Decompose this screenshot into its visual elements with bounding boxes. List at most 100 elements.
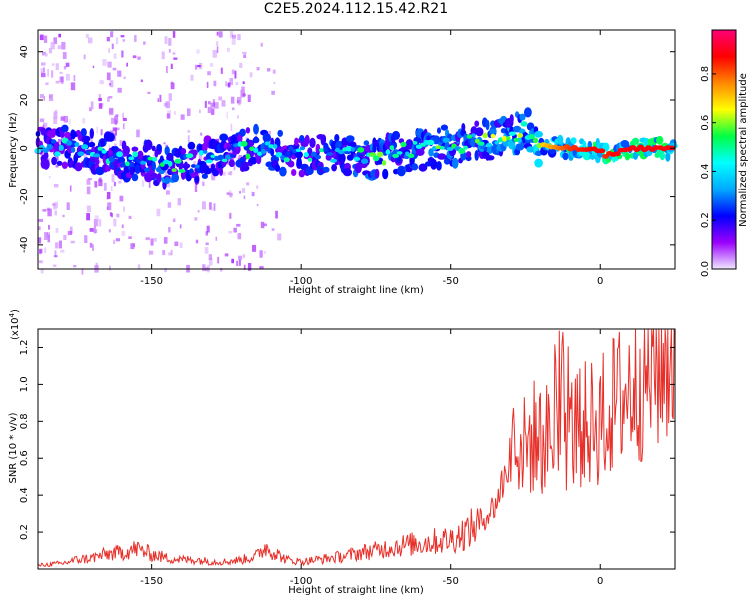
spectrogram-cell: [171, 173, 180, 183]
spectrogram-cell: [195, 164, 200, 169]
spectrogram-cell: [458, 148, 466, 154]
spectrogram-noise-cell: [208, 258, 213, 266]
spectrogram-cell: [357, 147, 365, 153]
spectrogram-noise-cell: [118, 180, 122, 184]
spectrogram-noise-cell: [62, 52, 67, 59]
spectrogram-cell: [279, 166, 287, 177]
spectrogram-noise-cell: [89, 107, 92, 112]
spectrogram-cell: [257, 151, 263, 156]
spectrogram-noise-cell: [108, 144, 111, 152]
spectrogram-cell: [320, 134, 326, 146]
spectrogram-cell: [296, 157, 302, 167]
spectrogram-cell: [412, 141, 418, 145]
spectrogram-cell: [299, 135, 305, 142]
spectrogram-cell: [446, 147, 454, 151]
spectrogram-cell: [428, 148, 434, 157]
spectrogram-noise-cell: [232, 107, 235, 111]
spectrogram-noise-cell: [240, 89, 245, 98]
spectrogram-cell: [430, 158, 438, 170]
spectrogram-noise-cell: [153, 238, 157, 242]
spectrogram-noise-cell: [187, 130, 191, 133]
spectrogram-noise-cell: [199, 109, 201, 114]
spectrogram-noise-cell: [259, 250, 263, 258]
spectrogram-cell: [54, 151, 61, 157]
spectrogram-cell: [368, 152, 377, 157]
spectrogram-cell: [338, 152, 346, 164]
spectrogram-noise-cell: [49, 94, 54, 101]
spectrogram-noise-cell: [38, 218, 43, 222]
spectrogram-cell: [548, 148, 556, 155]
spectrogram-noise-cell: [92, 65, 95, 68]
spectrogram-cell: [178, 169, 186, 173]
spectrogram-noise-cell: [110, 117, 116, 124]
spectrogram-cell: [46, 144, 53, 150]
spectrogram-noise-cell: [143, 41, 146, 45]
spectrogram-noise-cell: [179, 225, 182, 229]
spectrogram-noise-cell: [168, 49, 171, 53]
spectrogram-cell: [240, 161, 250, 167]
spectrogram-noise-cell: [200, 132, 203, 136]
colorbar-tick-label: 0.4: [700, 163, 711, 179]
spectrogram-noise-cell: [94, 215, 99, 220]
spectrogram-noise-cell: [231, 37, 236, 45]
spectrogram-noise-cell: [123, 76, 126, 79]
spectrogram-cell: [80, 128, 87, 137]
spectrogram-noise-cell: [126, 62, 128, 67]
spectrogram-noise-cell: [86, 213, 90, 221]
spectrogram-noise-cell: [204, 100, 207, 108]
spectrogram-noise-cell: [187, 135, 190, 143]
spectrogram-noise-cell: [108, 108, 114, 114]
spectrogram-x-tick-label: -150: [140, 276, 163, 287]
colorbar: 0.0 0.2 0.4 0.6 0.8 Normalized spectral ampl…: [700, 29, 749, 277]
spectrogram-cell: [168, 160, 173, 167]
spectrogram-cell: [299, 146, 306, 151]
spectrogram-noise-cell: [242, 81, 245, 85]
spectrogram-cell: [631, 137, 640, 145]
spectrogram-cell: [294, 137, 299, 146]
spectrogram-noise-cell: [226, 192, 231, 195]
spectrogram-cell: [463, 145, 469, 150]
colorbar-axis: 0.0 0.2 0.4 0.6 0.8: [700, 66, 716, 277]
spectrogram-cell: [292, 148, 298, 154]
spectrogram-noise-cell: [256, 204, 259, 207]
spectrogram-cell: [315, 143, 321, 154]
spectrogram-noise-cell: [83, 152, 88, 158]
spectrogram-cell: [400, 141, 407, 148]
spectrogram-cell: [361, 158, 369, 164]
spectrogram-noise-cell: [108, 96, 113, 99]
spectrogram-noise-cell: [93, 229, 98, 233]
spectrogram-cell: [343, 168, 352, 177]
spectrogram-noise-cell: [117, 87, 122, 93]
spectrogram-noise-cell: [161, 51, 165, 60]
spectrogram-noise-cell: [98, 179, 103, 187]
spectrogram-noise-cell: [215, 236, 218, 241]
spectrogram-cell: [123, 145, 130, 155]
spectrogram-noise-cell: [70, 240, 75, 244]
spectrogram-noise-cell: [202, 264, 206, 272]
snr-y-axis-label: SNR (10 * v/v): [8, 412, 19, 483]
spectrogram-cell: [61, 161, 68, 169]
spectrogram-cells-layer: [34, 107, 678, 190]
spectrogram-noise-cell: [56, 156, 59, 161]
snr-frame: [37, 328, 676, 570]
spectrogram-noise-cell: [209, 202, 212, 210]
spectrogram-cell: [465, 151, 472, 158]
spectrogram-cell: [101, 149, 107, 154]
spectrogram-cell: [524, 107, 532, 118]
spectrogram-noise-cell: [159, 94, 162, 102]
spectrogram-noise-cell: [130, 243, 135, 250]
spectrogram-cell: [187, 141, 196, 150]
spectrogram-noise-cell: [229, 78, 233, 86]
spectrogram-x-tick-label: -100: [290, 276, 313, 287]
spectrogram-cell: [489, 128, 497, 134]
spectrogram-noise-cell: [94, 181, 98, 188]
spectrogram-noise-cell: [217, 256, 220, 264]
spectrogram-noise-cell: [46, 232, 50, 237]
spectrogram-noise-cell: [55, 242, 59, 249]
spectrogram-noise-cell: [221, 171, 226, 176]
colorbar-tick-label: 0.6: [700, 115, 711, 131]
spectrogram-noise-cell: [172, 31, 176, 38]
snr-plot-area: [38, 329, 675, 569]
spectrogram-noise-cell: [140, 79, 143, 83]
spectrogram-cell: [512, 125, 522, 133]
